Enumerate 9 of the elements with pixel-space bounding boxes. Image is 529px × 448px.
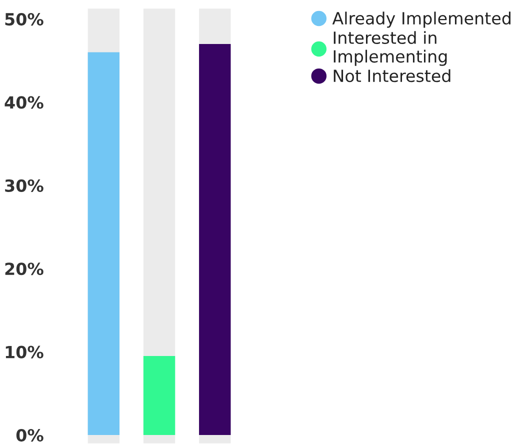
y-tick-label: 0% xyxy=(16,428,44,442)
legend-label: Not Interested xyxy=(334,69,450,82)
legend-label: Interested in Implementing xyxy=(334,31,447,66)
y-tick-label: 50% xyxy=(5,12,44,26)
y-tick-label: 20% xyxy=(5,262,44,276)
y-tick-label: 10% xyxy=(6,346,44,358)
y-tick-label: 40% xyxy=(4,96,44,109)
legend-label: Already Implemented xyxy=(332,12,510,28)
y-tick-label: 30% xyxy=(5,179,44,192)
